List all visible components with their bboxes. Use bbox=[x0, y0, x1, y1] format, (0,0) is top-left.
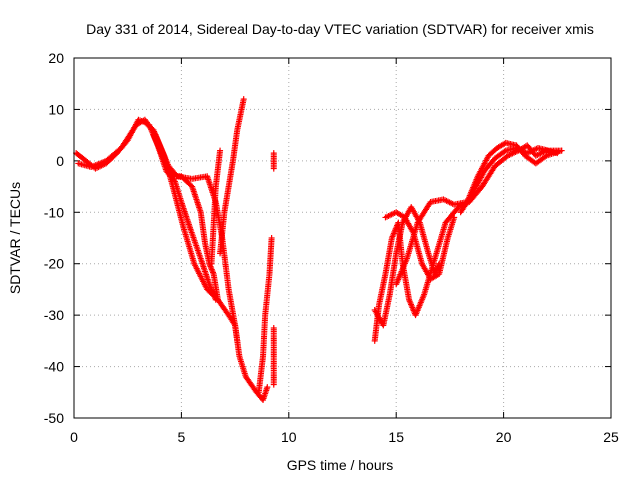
data-point bbox=[268, 235, 275, 241]
grid bbox=[73, 57, 612, 419]
y-tick-label: 20 bbox=[48, 50, 64, 66]
data-point bbox=[270, 381, 277, 388]
data-point bbox=[451, 214, 458, 221]
data-point bbox=[240, 96, 247, 103]
y-tick-label: -40 bbox=[44, 359, 64, 375]
data-point bbox=[214, 296, 221, 303]
x-tick-label: 25 bbox=[603, 429, 619, 445]
x-tick-label: 10 bbox=[281, 429, 297, 445]
data-point bbox=[217, 147, 224, 154]
data-point bbox=[264, 384, 271, 391]
data-point bbox=[558, 147, 565, 154]
y-tick-label: 10 bbox=[48, 101, 64, 117]
chart-title: Day 331 of 2014, Sidereal Day-to-day VTE… bbox=[86, 21, 594, 37]
x-tick-label: 0 bbox=[70, 429, 78, 445]
y-tick-label: 0 bbox=[56, 153, 64, 169]
data-point bbox=[501, 148, 508, 155]
data-point bbox=[234, 337, 241, 344]
data-points bbox=[73, 96, 565, 403]
y-tick-label: -10 bbox=[44, 204, 64, 220]
y-tick-labels: 20 10 0 -10 -20 -30 -40 -50 bbox=[44, 50, 64, 426]
y-tick-label: -20 bbox=[44, 256, 64, 272]
x-tick-label: 15 bbox=[388, 429, 404, 445]
data-point bbox=[542, 153, 549, 160]
x-tick-labels: 0 5 10 15 20 25 bbox=[70, 429, 619, 445]
x-tick-label: 20 bbox=[496, 429, 512, 445]
plot-frame bbox=[73, 57, 612, 419]
x-axis-label: GPS time / hours bbox=[287, 457, 394, 473]
y-tick-label: -30 bbox=[44, 307, 64, 323]
x-tick-label: 5 bbox=[178, 429, 186, 445]
y-axis-label: SDTVAR / TECUs bbox=[7, 182, 23, 294]
y-tick-label: -50 bbox=[44, 410, 64, 426]
data-point bbox=[270, 165, 277, 172]
